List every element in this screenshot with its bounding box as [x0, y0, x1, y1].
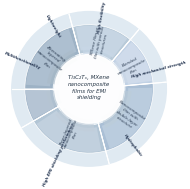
Wedge shape [33, 107, 106, 153]
Wedge shape [72, 25, 130, 61]
Wedge shape [25, 27, 80, 89]
Text: MXene film or
film with porous
structures: MXene film or film with porous structure… [89, 25, 110, 60]
Wedge shape [76, 26, 127, 58]
Wedge shape [47, 50, 77, 85]
Wedge shape [26, 90, 55, 119]
Text: Nanocomposite
film with
double-layer
structure: Nanocomposite film with double-layer str… [110, 100, 147, 133]
Wedge shape [115, 42, 152, 84]
Text: High mechanical strength: High mechanical strength [131, 61, 186, 80]
Wedge shape [102, 88, 152, 149]
Wedge shape [55, 107, 95, 131]
Wedge shape [82, 46, 113, 64]
Text: Ti₃C₂Tₓ, MXene
nanocomposite
films for EMI
shielding: Ti₃C₂Tₓ, MXene nanocomposite films for E… [68, 75, 110, 101]
Text: Lightweight: Lightweight [45, 14, 61, 39]
Text: Three-layered
nanocomposite
film: Three-layered nanocomposite film [59, 116, 83, 150]
Text: High EMI shielding performance: High EMI shielding performance [42, 122, 75, 187]
Wedge shape [36, 111, 101, 152]
Wedge shape [112, 40, 153, 86]
Wedge shape [26, 29, 77, 86]
Text: High flexibility: High flexibility [97, 2, 106, 34]
Wedge shape [47, 91, 62, 108]
Text: Alternating-
layered
nanocomposite
film: Alternating- layered nanocomposite film [33, 42, 70, 76]
Text: Multifunctionality: Multifunctionality [4, 51, 42, 70]
Wedge shape [98, 83, 153, 151]
Wedge shape [25, 89, 58, 121]
Wedge shape [101, 91, 131, 128]
Circle shape [55, 55, 123, 123]
Text: Hydrophobic: Hydrophobic [123, 133, 143, 158]
Text: Blended
nanocomposite
film: Blended nanocomposite film [115, 54, 149, 81]
Wedge shape [110, 59, 131, 84]
Circle shape [12, 12, 166, 166]
